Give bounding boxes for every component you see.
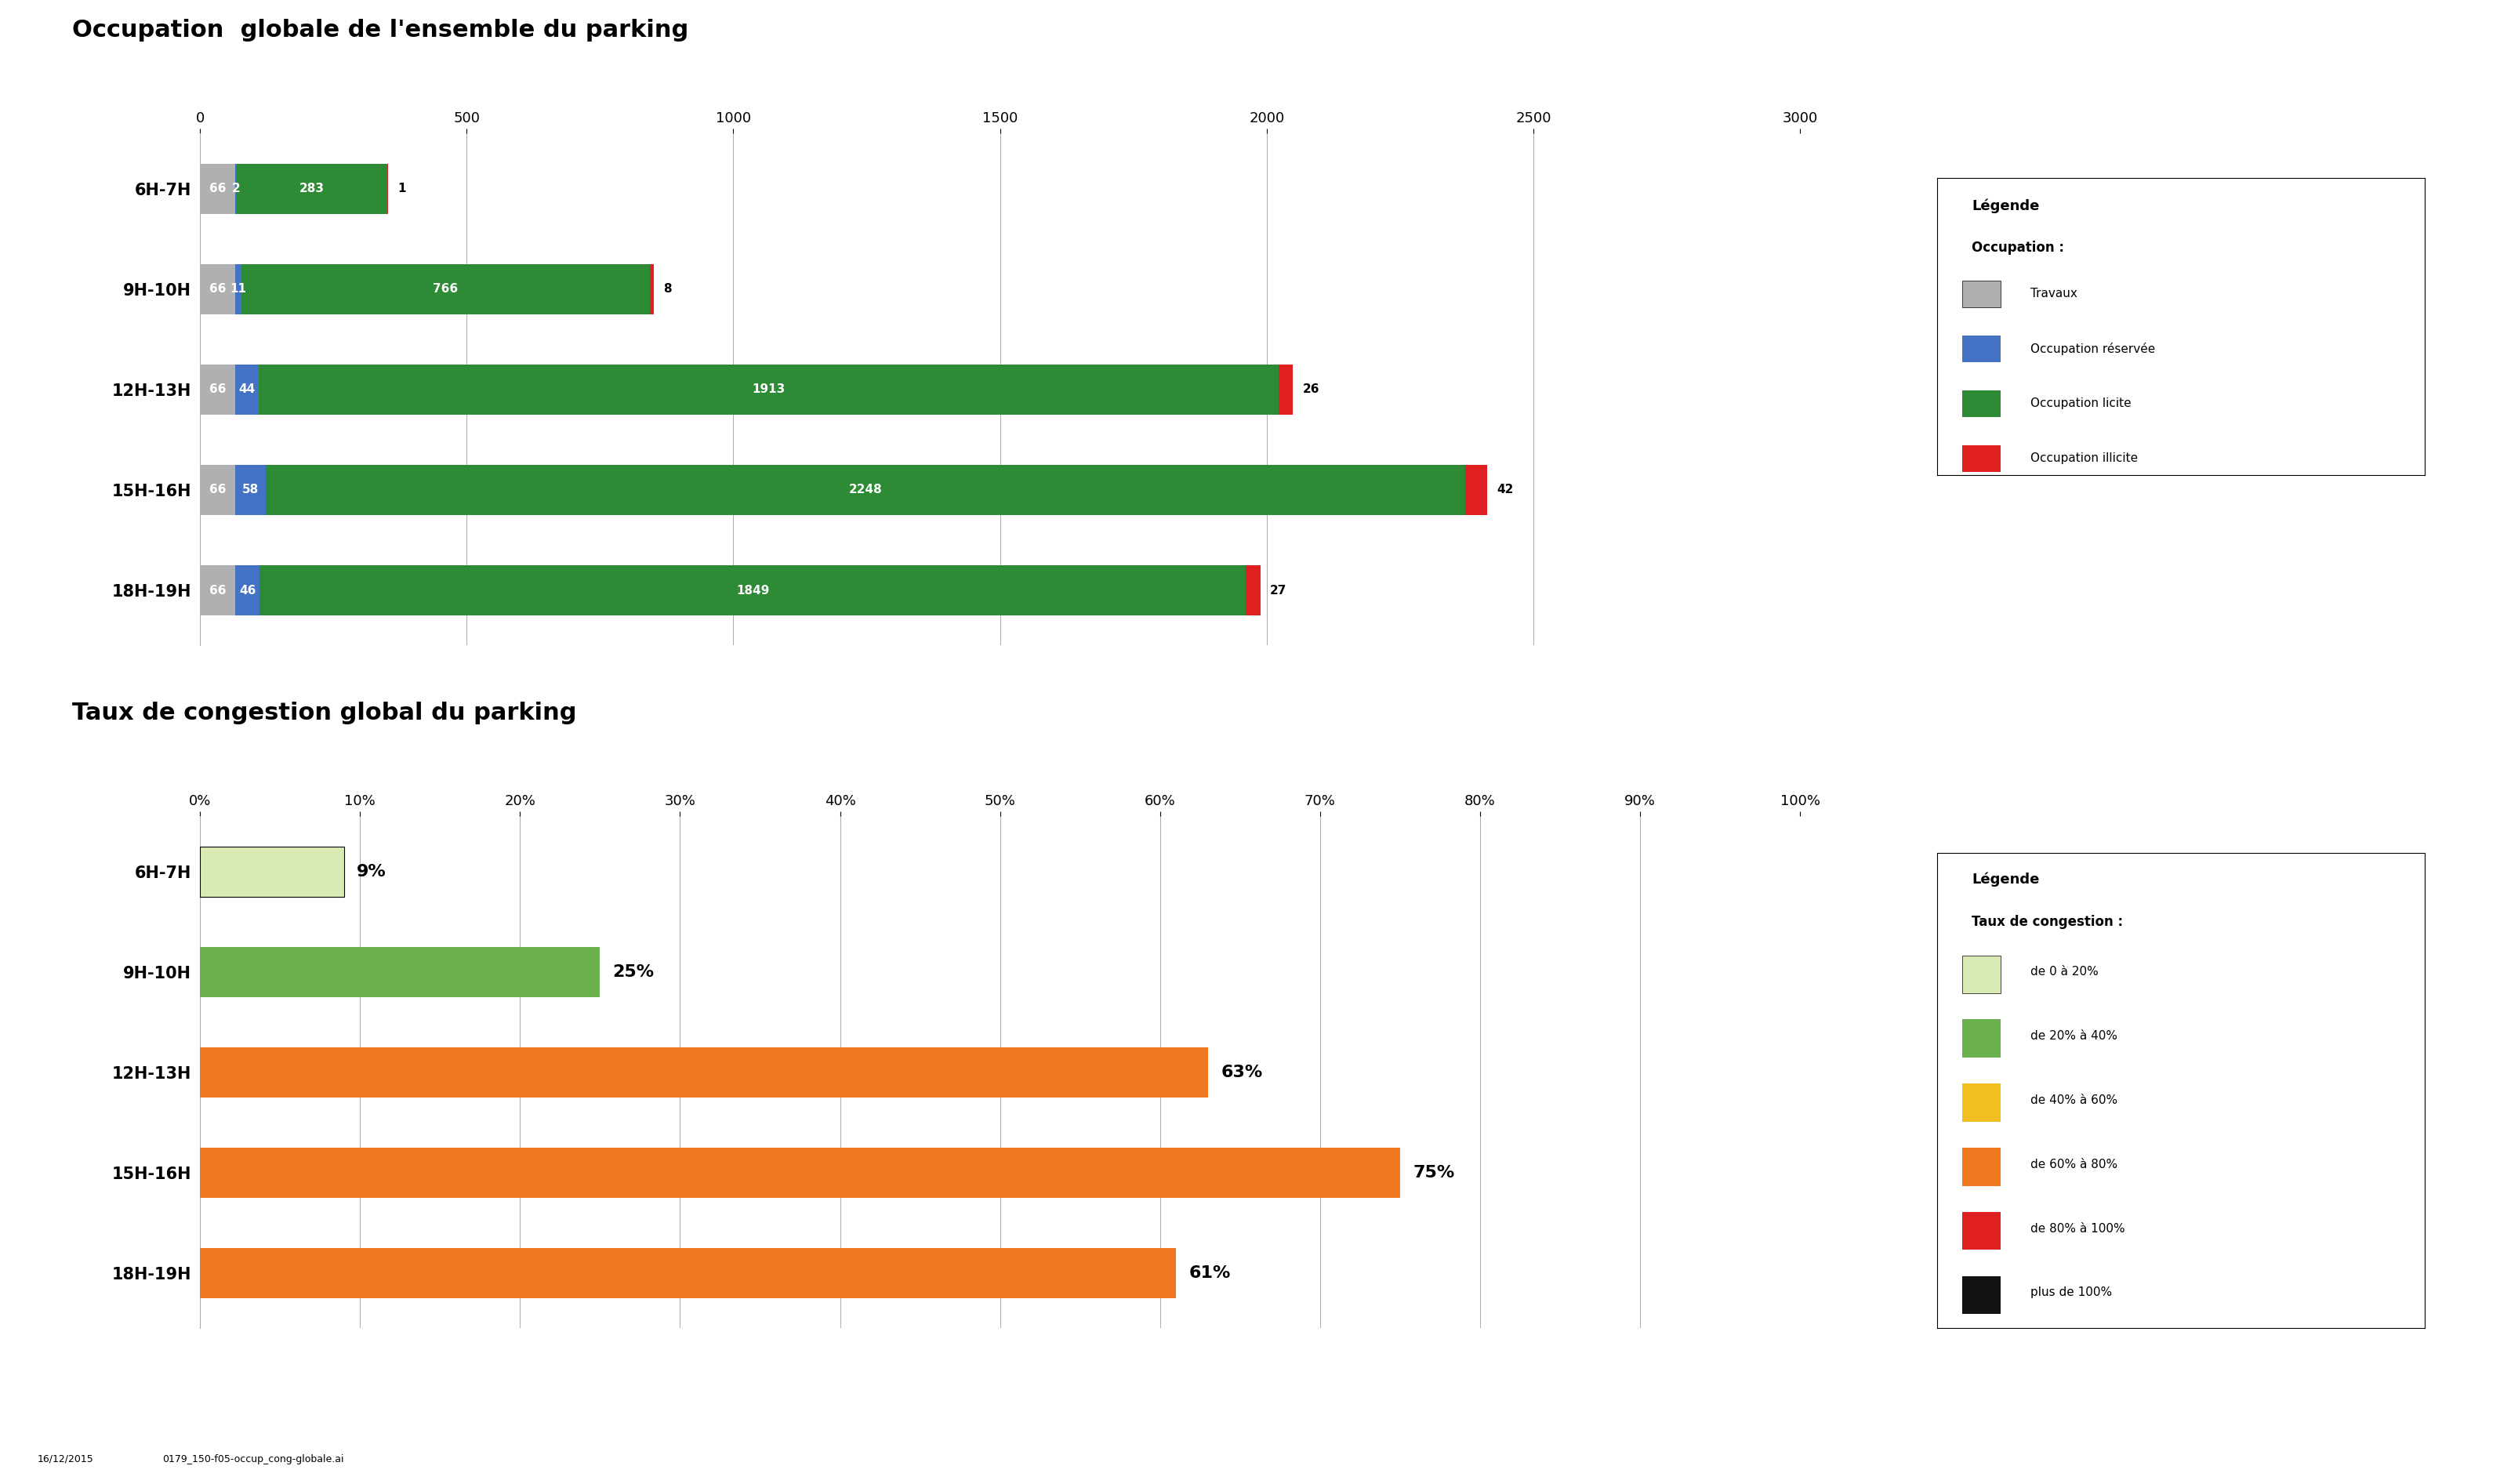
Text: 9%: 9% bbox=[358, 864, 388, 879]
Text: 75%: 75% bbox=[1412, 1165, 1455, 1180]
Bar bbox=[1963, 445, 2000, 472]
Text: 16/12/2015: 16/12/2015 bbox=[38, 1454, 92, 1465]
Text: 25%: 25% bbox=[612, 965, 655, 979]
Bar bbox=[1963, 335, 2000, 362]
Text: 46: 46 bbox=[240, 585, 255, 597]
Text: 66: 66 bbox=[210, 585, 225, 597]
Text: 766: 766 bbox=[432, 283, 458, 295]
Text: 283: 283 bbox=[300, 183, 325, 194]
Bar bbox=[1245, 565, 1260, 616]
Bar bbox=[1963, 390, 2000, 417]
Text: 26: 26 bbox=[1302, 384, 1320, 395]
Bar bbox=[200, 1048, 1207, 1097]
Bar bbox=[235, 365, 258, 414]
Text: Occupation :: Occupation : bbox=[1972, 240, 2065, 255]
Bar bbox=[1465, 464, 1488, 515]
Bar bbox=[260, 565, 1245, 616]
Text: Taux de congestion global du parking: Taux de congestion global du parking bbox=[72, 702, 578, 724]
Text: 1: 1 bbox=[398, 183, 405, 194]
Bar bbox=[235, 264, 240, 315]
Bar bbox=[237, 163, 387, 214]
Text: 0179_150-f05-occup_cong-globale.ai: 0179_150-f05-occup_cong-globale.ai bbox=[162, 1454, 345, 1465]
Text: 42: 42 bbox=[1498, 484, 1515, 496]
Text: 2248: 2248 bbox=[850, 484, 882, 496]
Bar bbox=[235, 464, 265, 515]
Bar bbox=[240, 264, 650, 315]
Text: Légende: Légende bbox=[1972, 199, 2040, 214]
Bar bbox=[258, 365, 1280, 414]
Text: Légende: Légende bbox=[1972, 873, 2040, 887]
Text: de 20% à 40%: de 20% à 40% bbox=[2030, 1030, 2118, 1042]
Bar bbox=[200, 365, 235, 414]
Text: 63%: 63% bbox=[1220, 1064, 1262, 1080]
Bar bbox=[650, 264, 655, 315]
Bar bbox=[200, 565, 235, 616]
Text: 1849: 1849 bbox=[735, 585, 770, 597]
Text: Travaux: Travaux bbox=[2030, 288, 2078, 300]
Bar bbox=[1963, 280, 2000, 307]
Text: 8: 8 bbox=[662, 283, 672, 295]
Bar bbox=[200, 264, 235, 315]
Text: de 0 à 20%: de 0 à 20% bbox=[2030, 966, 2098, 978]
Text: Occupation illicite: Occupation illicite bbox=[2030, 453, 2138, 464]
Text: 58: 58 bbox=[243, 484, 260, 496]
Bar bbox=[1280, 365, 1292, 414]
Text: 2: 2 bbox=[232, 183, 240, 194]
Bar bbox=[1963, 1212, 2000, 1250]
Bar bbox=[1963, 1276, 2000, 1313]
Bar bbox=[200, 163, 235, 214]
Text: 61%: 61% bbox=[1190, 1266, 1230, 1281]
Text: de 40% à 60%: de 40% à 60% bbox=[2030, 1094, 2118, 1106]
Bar bbox=[265, 464, 1465, 515]
Text: 44: 44 bbox=[237, 384, 255, 395]
Bar bbox=[1963, 1147, 2000, 1186]
Bar bbox=[200, 1248, 1175, 1298]
Text: de 60% à 80%: de 60% à 80% bbox=[2030, 1159, 2118, 1171]
Text: 66: 66 bbox=[210, 484, 225, 496]
Text: Taux de congestion :: Taux de congestion : bbox=[1972, 916, 2122, 929]
Bar bbox=[200, 947, 600, 997]
Text: Occupation réservée: Occupation réservée bbox=[2030, 343, 2155, 355]
Text: 1913: 1913 bbox=[752, 384, 785, 395]
Text: Occupation licite: Occupation licite bbox=[2030, 398, 2130, 410]
Bar bbox=[200, 846, 345, 896]
Bar bbox=[1963, 956, 2000, 993]
Text: Occupation  globale de l'ensemble du parking: Occupation globale de l'ensemble du park… bbox=[72, 19, 688, 42]
Text: de 80% à 100%: de 80% à 100% bbox=[2030, 1223, 2125, 1235]
Text: 66: 66 bbox=[210, 384, 225, 395]
Text: 11: 11 bbox=[230, 283, 248, 295]
Bar bbox=[1963, 1020, 2000, 1058]
Bar bbox=[1963, 1083, 2000, 1122]
Text: 66: 66 bbox=[210, 283, 225, 295]
Text: 27: 27 bbox=[1270, 585, 1288, 597]
Bar bbox=[235, 565, 260, 616]
Text: plus de 100%: plus de 100% bbox=[2030, 1287, 2112, 1298]
Bar bbox=[200, 464, 235, 515]
Text: 66: 66 bbox=[210, 183, 225, 194]
Bar bbox=[200, 1147, 1400, 1198]
